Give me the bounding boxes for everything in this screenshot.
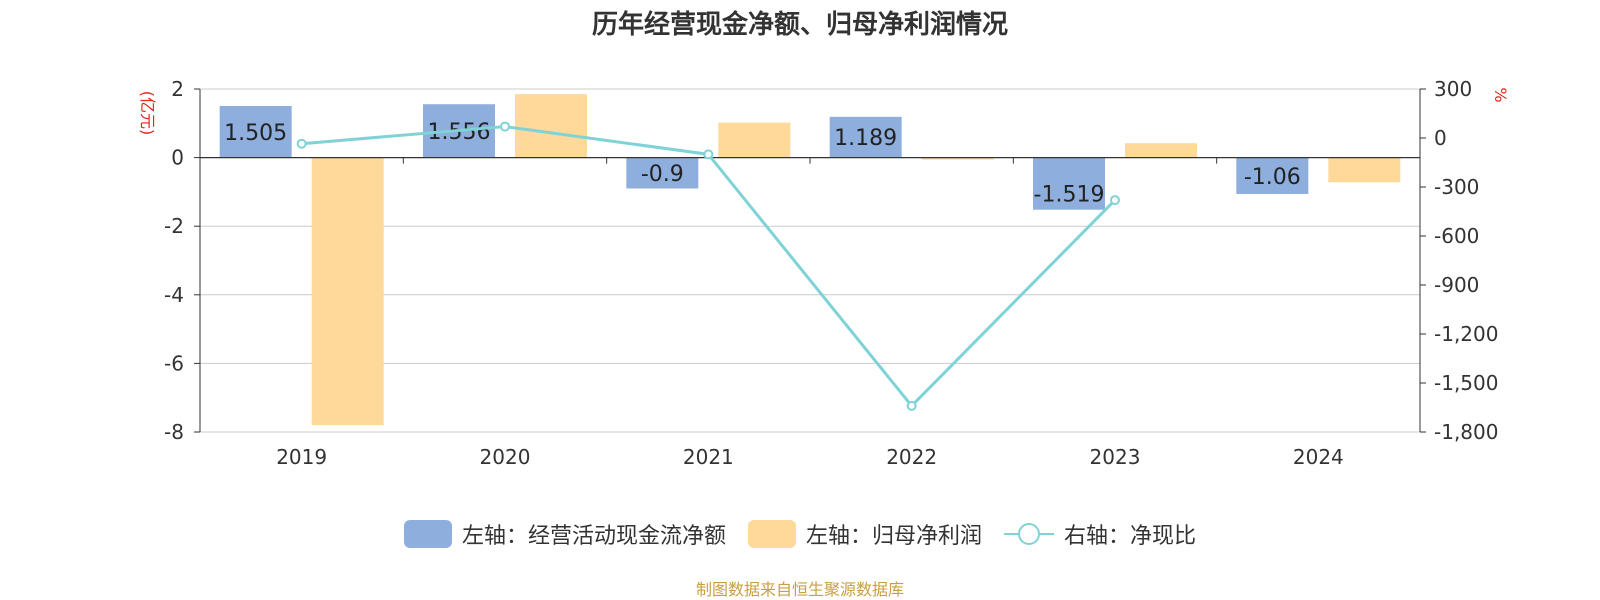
x-tick-label: 2022	[886, 445, 937, 469]
x-tick-label: 2023	[1090, 445, 1141, 469]
right-axis-unit: %	[1491, 87, 1510, 102]
bar-cash-label: 1.505	[224, 121, 287, 146]
legend-label-ratio: 右轴：净现比	[1064, 524, 1197, 549]
legend-item-ratio[interactable]: 右轴：净现比	[1004, 518, 1196, 550]
bar-profit	[311, 157, 384, 426]
right-tick-label: -1,200	[1434, 322, 1498, 346]
left-axis-unit: (亿元)	[138, 91, 157, 136]
legend-line-marker-icon	[1004, 523, 1054, 545]
legend-swatch-profit	[747, 520, 796, 548]
bar-cash-label: -1.06	[1244, 165, 1301, 190]
bar-profit	[718, 122, 791, 158]
left-tick-label: -4	[164, 283, 184, 307]
legend-item-cash[interactable]: 左轴：经营活动现金流净额	[403, 518, 726, 550]
bar-cash-label: -0.9	[641, 162, 684, 187]
bar-profit	[1328, 157, 1401, 183]
ratio-point	[703, 149, 714, 160]
legend-label-cash: 左轴：经营活动现金流净额	[461, 524, 726, 549]
legend-swatch-cash	[403, 520, 452, 548]
bar-profit	[515, 94, 587, 158]
right-tick-label: -1,800	[1434, 420, 1498, 444]
x-tick-label: 2020	[480, 445, 531, 469]
left-tick-label: 2	[171, 77, 184, 101]
legend: 左轴：经营活动现金流净额 左轴：归母净利润 右轴：净现比	[0, 518, 1600, 550]
right-tick-label: -600	[1434, 224, 1479, 248]
bar-cash-label: -1.519	[1034, 183, 1105, 208]
ratio-line	[301, 125, 1117, 409]
right-tick-label: 0	[1434, 126, 1447, 150]
combo-chart: 2 0 -2 -4 -6 -8 300 0 -300 -600 -900 -1,200 -1,500 -1…	[138, 77, 1510, 469]
bar-cash-label: 1.189	[834, 126, 897, 151]
x-tick-label: 2024	[1293, 445, 1344, 469]
bar-cash	[626, 157, 699, 189]
source-note: 制图数据来自恒生聚源数据库	[695, 580, 904, 599]
right-tick-label: 300	[1434, 77, 1472, 101]
ratio-point	[500, 121, 510, 132]
bar-cash	[219, 105, 292, 158]
bar-profit	[1125, 143, 1197, 158]
right-tick-label: -300	[1434, 175, 1479, 199]
legend-label-profit: 左轴：归母净利润	[805, 524, 982, 549]
right-tick-label: -1,500	[1434, 371, 1498, 395]
legend-item-profit[interactable]: 左轴：归母净利润	[747, 518, 982, 550]
left-tick-label: 0	[171, 146, 184, 170]
bar-cash	[829, 116, 902, 158]
x-tick-label: 2021	[683, 445, 734, 469]
ratio-point	[906, 400, 917, 411]
right-tick-label: -900	[1434, 273, 1479, 297]
ratio-point	[1110, 195, 1120, 206]
left-tick-label: -8	[164, 420, 184, 444]
x-tick-label: 2019	[276, 445, 327, 469]
left-tick-label: -2	[164, 214, 184, 238]
bar-profit	[921, 157, 994, 160]
bar-cash	[1033, 157, 1105, 210]
bar-cash	[1236, 157, 1309, 194]
chart-title: 历年经营现金净额、归母净利润情况	[591, 10, 1008, 40]
ratio-point	[296, 138, 307, 149]
left-tick-label: -6	[164, 351, 184, 375]
